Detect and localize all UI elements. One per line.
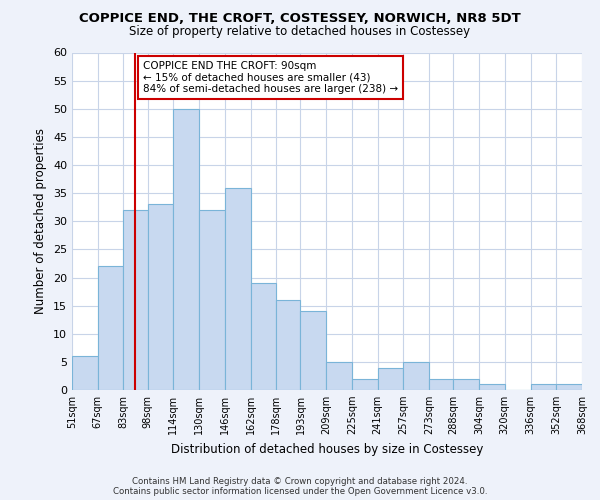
Bar xyxy=(148,204,173,390)
Bar xyxy=(429,379,453,390)
Text: COPPICE END, THE CROFT, COSTESSEY, NORWICH, NR8 5DT: COPPICE END, THE CROFT, COSTESSEY, NORWI… xyxy=(79,12,521,26)
Bar xyxy=(326,362,352,390)
Bar xyxy=(199,210,225,390)
Bar xyxy=(225,188,251,390)
Bar xyxy=(377,368,403,390)
Bar xyxy=(453,379,479,390)
Bar xyxy=(352,379,377,390)
Y-axis label: Number of detached properties: Number of detached properties xyxy=(34,128,47,314)
Text: COPPICE END THE CROFT: 90sqm
← 15% of detached houses are smaller (43)
84% of se: COPPICE END THE CROFT: 90sqm ← 15% of de… xyxy=(143,61,398,94)
Bar xyxy=(403,362,429,390)
Bar xyxy=(301,311,326,390)
Bar xyxy=(98,266,124,390)
Bar xyxy=(72,356,98,390)
Bar xyxy=(251,283,277,390)
Bar xyxy=(124,210,148,390)
Text: Contains HM Land Registry data © Crown copyright and database right 2024.
Contai: Contains HM Land Registry data © Crown c… xyxy=(113,476,487,496)
Bar xyxy=(173,109,199,390)
Bar xyxy=(556,384,582,390)
Bar xyxy=(479,384,505,390)
X-axis label: Distribution of detached houses by size in Costessey: Distribution of detached houses by size … xyxy=(171,442,483,456)
Bar xyxy=(277,300,301,390)
Bar xyxy=(530,384,556,390)
Text: Size of property relative to detached houses in Costessey: Size of property relative to detached ho… xyxy=(130,25,470,38)
